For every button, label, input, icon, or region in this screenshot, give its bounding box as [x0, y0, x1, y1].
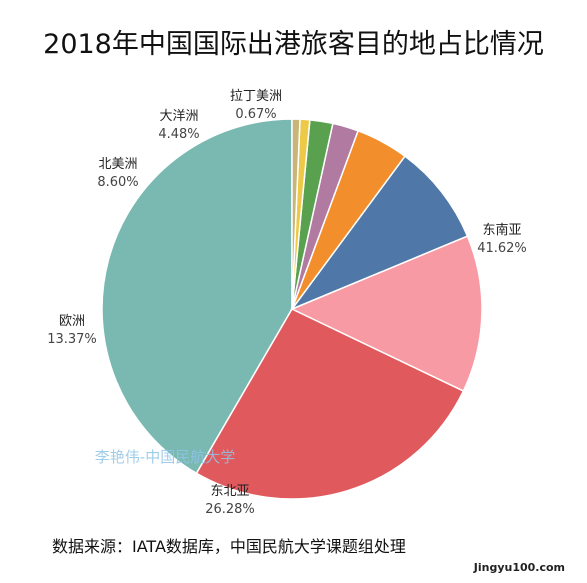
slice-percent-label: 41.62% — [477, 241, 527, 256]
slice-label: 大洋洲 — [159, 109, 198, 124]
slice-label: 欧洲 — [59, 314, 85, 329]
slice-label: 东北亚 — [210, 484, 249, 499]
slice-label: 北美洲 — [98, 157, 137, 172]
slice-label: 东南亚 — [482, 222, 521, 238]
chart-title: 2018年中国国际出港旅客目的地占比情况 — [43, 29, 544, 60]
pie-slices — [101, 118, 483, 500]
slice-percent-label: 4.48% — [158, 127, 199, 142]
slice-percent-label: 0.67% — [235, 107, 276, 122]
slice-percent-label: 8.60% — [97, 175, 138, 190]
pie-slice-欧洲 — [290, 235, 483, 392]
slice-percent-label: 26.28% — [205, 502, 255, 517]
slice-labels: 东南亚 41.62% 东北亚 26.28% 欧洲 13.37% 北美洲 8.60% 大洋洲 4.4… — [47, 89, 527, 517]
data-source-note: 数据来源：IATA数据库，中国民航大学课题组处理 — [52, 537, 406, 556]
slice-percent-label: 13.37% — [47, 332, 97, 347]
watermark: 李艳伟-中国民航大学 — [95, 448, 235, 466]
site-watermark: Jingyu100.com — [473, 561, 565, 574]
pie-slice-拉丁美洲 — [291, 118, 301, 310]
slice-label: 拉丁美洲 — [230, 89, 282, 104]
pie-slice-东南亚 — [101, 118, 293, 475]
pie-slice-东北亚 — [195, 308, 465, 500]
pie-slice-北美洲 — [289, 155, 469, 311]
